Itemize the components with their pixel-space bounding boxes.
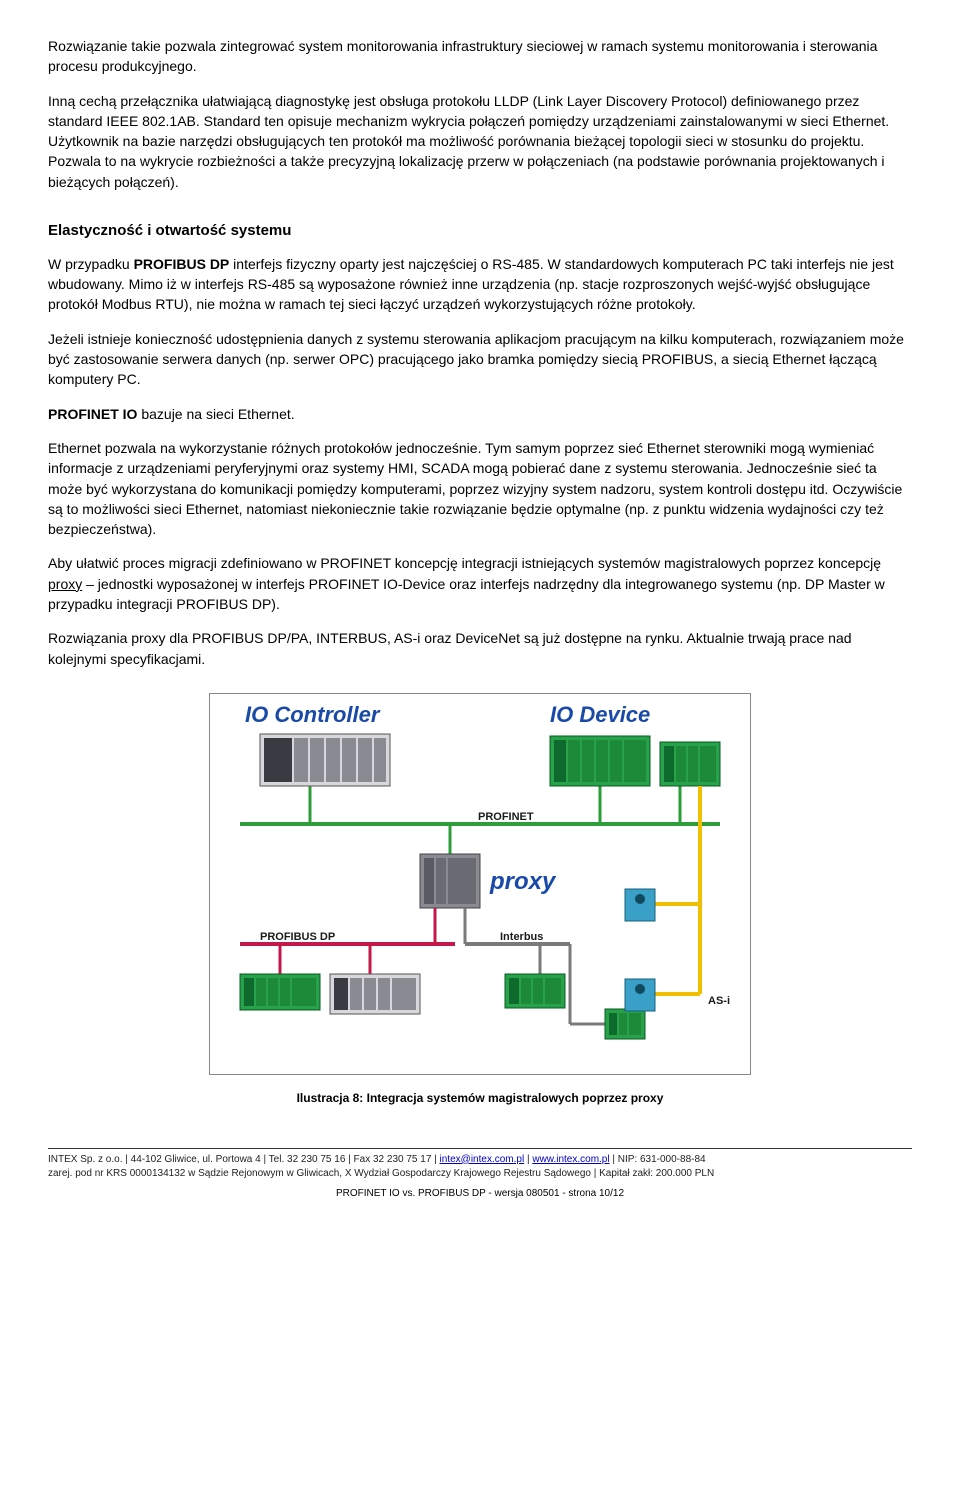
io-device-module-1 xyxy=(550,736,650,786)
io-device-label: IO Device xyxy=(550,702,650,727)
paragraph: W przypadku PROFIBUS DP interfejs fizycz… xyxy=(48,254,912,315)
text: bazuje na sieci Ethernet. xyxy=(137,406,294,422)
paragraph: PROFINET IO bazuje na sieci Ethernet. xyxy=(48,404,912,424)
footer-text: | NIP: 631-000-88-84 xyxy=(610,1154,706,1165)
profibus-bus-label: PROFIBUS DP xyxy=(260,931,335,943)
footer-separator xyxy=(48,1148,912,1149)
interbus-slave-1 xyxy=(505,974,565,1008)
plc-rack xyxy=(260,734,390,786)
paragraph: Rozwiązanie takie pozwala zintegrować sy… xyxy=(48,36,912,77)
strong-text: PROFIBUS DP xyxy=(134,256,230,272)
footer-email-link[interactable]: intex@intex.com.pl xyxy=(440,1154,525,1165)
paragraph: Jeżeli istnieje konieczność udostępnieni… xyxy=(48,329,912,390)
profibus-slave-2 xyxy=(330,974,420,1014)
paragraph: Ethernet pozwala na wykorzystanie różnyc… xyxy=(48,438,912,539)
figure-container: IO Controller IO Device xyxy=(48,693,912,1080)
footer: INTEX Sp. z o.o. | 44-102 Gliwice, ul. P… xyxy=(48,1153,912,1181)
asi-sensor-2 xyxy=(625,979,655,1011)
paragraph: Aby ułatwić proces migracji zdefiniowano… xyxy=(48,553,912,614)
profibus-slave-1 xyxy=(240,974,320,1010)
text: Aby ułatwić proces migracji zdefiniowano… xyxy=(48,555,881,571)
footer-text: INTEX Sp. z o.o. | 44-102 Gliwice, ul. P… xyxy=(48,1154,440,1165)
underlined-text: proxy xyxy=(48,576,82,592)
footer-text: zarej. pod nr KRS 0000134132 w Sądzie Re… xyxy=(48,1168,714,1179)
proxy-label: proxy xyxy=(489,868,557,895)
text: – jednostki wyposażonej w interfejs PROF… xyxy=(48,576,885,612)
io-controller-label: IO Controller xyxy=(245,702,381,727)
interbus-bus-label: Interbus xyxy=(500,931,543,943)
asi-bus-label: AS-i xyxy=(708,995,730,1007)
footer-web-link[interactable]: www.intex.com.pl xyxy=(532,1154,609,1165)
proxy-integration-diagram: IO Controller IO Device xyxy=(209,693,751,1075)
text: W przypadku xyxy=(48,256,134,272)
section-heading: Elastyczność i otwartość systemu xyxy=(48,220,912,242)
profinet-bus-label: PROFINET xyxy=(478,811,534,823)
paragraph: Inną cechą przełącznika ułatwiającą diag… xyxy=(48,91,912,192)
proxy-device xyxy=(420,854,480,908)
interbus-slave-2 xyxy=(605,1009,645,1039)
asi-sensor-1 xyxy=(625,889,655,921)
strong-text: PROFINET IO xyxy=(48,406,137,422)
paragraph: Rozwiązania proxy dla PROFIBUS DP/PA, IN… xyxy=(48,628,912,669)
footer-page: PROFINET IO vs. PROFIBUS DP - wersja 080… xyxy=(48,1187,912,1202)
io-device-module-2 xyxy=(660,742,720,786)
figure-caption: Ilustracja 8: Integracja systemów magist… xyxy=(48,1090,912,1107)
